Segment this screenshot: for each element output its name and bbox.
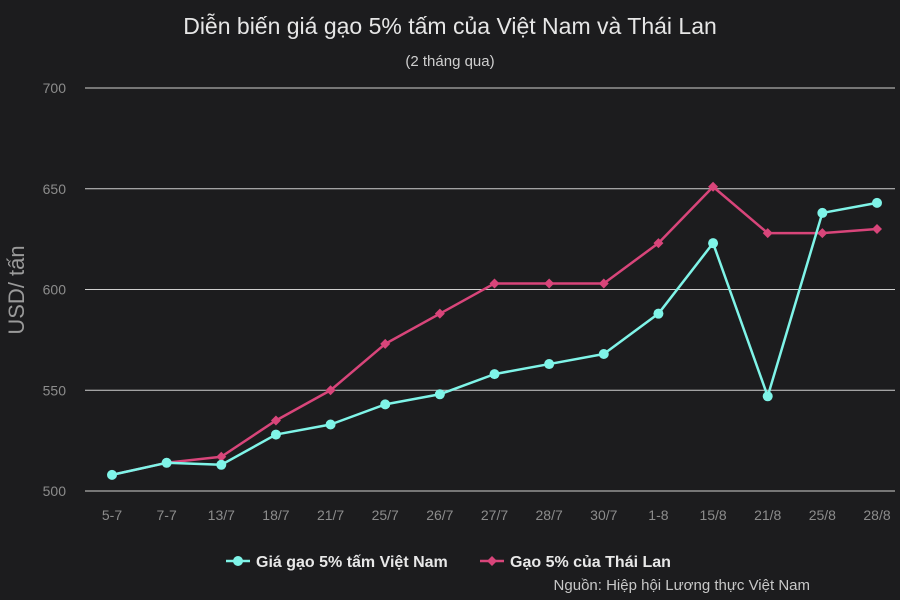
legend-item: Giá gạo 5% tấm Việt Nam: [226, 554, 448, 571]
data-point: [270, 429, 281, 440]
legend: Giá gạo 5% tấm Việt Nam Gạo 5% của Thái L…: [226, 554, 671, 571]
y-tick-label: 700: [43, 80, 67, 96]
y-tick-label: 600: [43, 282, 67, 298]
data-point: [598, 348, 609, 359]
x-tick-label: 5-7: [102, 507, 122, 523]
y-tick-label: 550: [43, 382, 67, 398]
data-point: [161, 457, 172, 468]
x-tick-label: 15/8: [699, 507, 726, 523]
data-point: [653, 238, 664, 249]
series-group: [107, 181, 882, 480]
data-point: [489, 369, 500, 380]
x-tick-label: 13/7: [208, 507, 235, 523]
data-point: [325, 385, 336, 396]
data-point: [216, 459, 227, 470]
data-point: [544, 278, 555, 289]
x-tick-label: 1-8: [648, 507, 668, 523]
data-point: [653, 308, 664, 319]
legend-label: Gạo 5% của Thái Lan: [510, 554, 671, 571]
data-point: [380, 338, 391, 349]
gridlines: [85, 87, 895, 492]
data-point: [817, 207, 828, 218]
series-vietnam: [107, 197, 882, 480]
x-tick-label: 25/7: [372, 507, 399, 523]
data-point: [325, 419, 336, 430]
x-tick-label: 28/7: [536, 507, 563, 523]
y-axis-ticks: 500 550 600 650 700: [43, 80, 67, 499]
y-axis-label: USD/ tấn: [4, 245, 29, 334]
y-tick-label: 500: [43, 483, 67, 499]
chart-title: Diễn biến giá gạo 5% tấm của Việt Nam và…: [183, 13, 717, 39]
legend-marker: [233, 556, 243, 566]
data-point: [872, 224, 882, 235]
x-tick-label: 28/8: [863, 507, 890, 523]
data-point: [708, 181, 719, 192]
y-tick-label: 650: [43, 181, 67, 197]
data-point: [489, 278, 500, 289]
data-point: [434, 389, 445, 400]
data-point: [107, 469, 117, 480]
x-tick-label: 26/7: [426, 507, 453, 523]
x-tick-label: 21/7: [317, 507, 344, 523]
x-tick-label: 30/7: [590, 507, 617, 523]
data-point: [708, 238, 719, 249]
series-thailand: [107, 181, 882, 480]
legend-item: Gạo 5% của Thái Lan: [480, 554, 671, 571]
x-tick-label: 18/7: [262, 507, 289, 523]
legend-marker: [487, 556, 497, 566]
x-tick-label: 27/7: [481, 507, 508, 523]
source-note: Nguồn: Hiệp hội Lương thực Việt Nam: [554, 577, 810, 594]
data-point: [762, 391, 773, 402]
series-line: [111, 201, 878, 477]
data-point: [380, 399, 391, 410]
data-point: [762, 228, 773, 239]
x-tick-label: 25/8: [809, 507, 836, 523]
data-point: [598, 278, 609, 289]
data-point: [434, 308, 445, 319]
legend-label: Giá gạo 5% tấm Việt Nam: [256, 554, 448, 571]
data-point: [872, 197, 882, 208]
x-tick-label: 21/8: [754, 507, 781, 523]
data-point: [216, 451, 227, 462]
x-tick-label: 7-7: [157, 507, 177, 523]
data-point: [544, 359, 555, 370]
series-line: [111, 185, 878, 477]
x-axis-ticks: 5-7 7-7 13/7 18/7 21/7 25/7 26/7 27/7 28/7 30/7 1-…: [102, 507, 891, 523]
data-point: [270, 415, 281, 426]
chart-subtitle: (2 tháng qua): [405, 53, 494, 70]
data-point: [817, 228, 828, 239]
